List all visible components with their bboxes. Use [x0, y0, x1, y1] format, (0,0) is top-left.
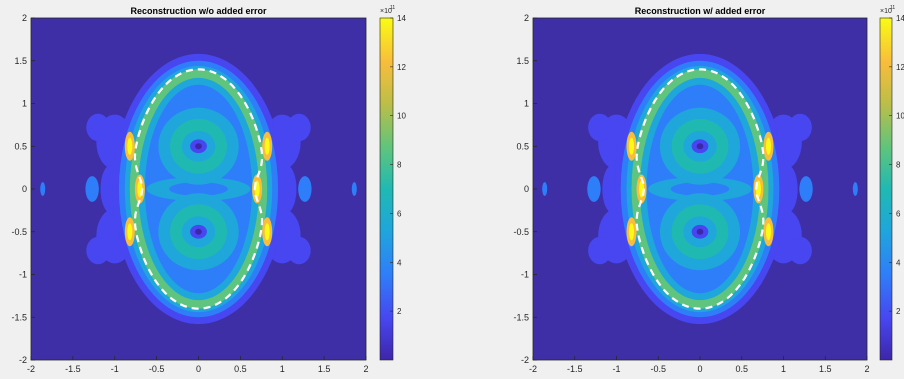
colorbar-tick-label: 6 — [896, 209, 901, 218]
x-tick-label: 1 — [781, 364, 786, 374]
colorbar-tick-label: 6 — [397, 209, 402, 218]
colorbar-tick-label: 12 — [397, 63, 406, 72]
heatmap-field — [542, 53, 858, 325]
colorbar-tick-label: 12 — [896, 63, 904, 72]
colorbar-tick-label: 10 — [896, 112, 904, 121]
y-tick-label: 1 — [524, 99, 529, 109]
dashed-contour-overlay — [133, 68, 264, 310]
center-band — [169, 182, 228, 196]
colorbar — [879, 17, 893, 361]
y-tick-label: -2 — [521, 355, 529, 365]
y-tick-label: -2 — [19, 355, 27, 365]
colorbar — [379, 17, 394, 361]
x-tick-label: 1 — [280, 364, 285, 374]
wing-lobe — [588, 113, 612, 142]
y-tick-label: -1.5 — [513, 312, 529, 322]
hot-spot-core — [127, 223, 133, 241]
y-tick-label: 2 — [524, 13, 529, 23]
chart-title: Reconstruction w/ added error — [635, 6, 766, 16]
colorbar-tick-label: 8 — [397, 161, 402, 170]
edge-spot — [542, 182, 548, 196]
edge-spot — [40, 182, 46, 196]
y-tick-label: 1.5 — [14, 56, 27, 66]
x-tick-label: 1.5 — [318, 364, 331, 374]
x-tick-label: 1.5 — [819, 364, 832, 374]
wing-lobe — [86, 236, 110, 265]
x-tick-label: -1.5 — [567, 364, 583, 374]
wing-lobe — [287, 113, 311, 142]
hot-spot-core — [765, 223, 771, 241]
inner-lobe-center — [195, 143, 202, 150]
edge-spot — [852, 182, 858, 196]
y-tick-label: 0.5 — [516, 141, 529, 151]
x-tick-label: -1 — [612, 364, 620, 374]
y-tick-label: -0.5 — [513, 227, 529, 237]
y-tick-label: -1.5 — [11, 312, 27, 322]
wing-lobe — [788, 236, 812, 265]
y-tick-label: -1 — [19, 270, 27, 280]
inner-lobe-center — [195, 228, 202, 235]
hot-spot-core — [629, 223, 635, 241]
y-tick-label: 2 — [22, 13, 27, 23]
x-tick-label: -2 — [27, 364, 35, 374]
x-tick-label: -0.5 — [650, 364, 666, 374]
colorbar-exponent: ×10 — [380, 8, 392, 15]
y-tick-label: -1 — [521, 270, 529, 280]
y-tick-label: 0.5 — [14, 141, 27, 151]
y-tick-label: -0.5 — [11, 227, 27, 237]
y-tick-label: 1 — [22, 99, 27, 109]
colorbar-tick-label: 14 — [397, 14, 406, 23]
x-tick-label: 2 — [864, 364, 869, 374]
colorbar-tick-label: 2 — [896, 307, 901, 316]
hot-spot-core — [264, 223, 270, 241]
wing-lobe — [788, 113, 812, 142]
x-tick-label: -1 — [111, 364, 119, 374]
x-tick-label: 0 — [196, 364, 201, 374]
colorbar-tick-label: 10 — [397, 112, 406, 121]
x-tick-label: 0.5 — [234, 364, 247, 374]
colorbar-exponent-power: 11 — [390, 5, 395, 11]
x-tick-label: -0.5 — [149, 364, 165, 374]
side-spot — [85, 176, 99, 202]
center-band — [670, 182, 730, 196]
colorbar-tick-label: 8 — [896, 161, 901, 170]
hot-spot-core — [127, 137, 133, 155]
x-tick-label: 0.5 — [735, 364, 748, 374]
side-spot — [298, 176, 312, 202]
dashed-contour-overlay — [635, 68, 765, 310]
colorbar-exponent: ×10 — [880, 8, 892, 15]
heatmap-field — [40, 53, 357, 325]
edge-spot — [351, 182, 357, 196]
x-tick-label: 2 — [363, 364, 368, 374]
x-tick-label: 0 — [697, 364, 702, 374]
wing-lobe — [588, 236, 612, 265]
colorbar-exponent-power: 11 — [890, 5, 895, 11]
y-tick-label: 1.5 — [516, 56, 529, 66]
inner-lobe-center — [696, 228, 704, 235]
wing-lobe — [287, 236, 311, 265]
hot-spot-core — [765, 137, 771, 155]
x-tick-label: -2 — [529, 364, 537, 374]
colorbar-tick-label: 4 — [896, 258, 901, 267]
chart-panel-2: -2 -1.5 -1 -0.5 0 0.5 1 1.5 2 2 1.5 1 0.5 0 -0.5 -1 -1.5… — [513, 5, 904, 374]
side-spot — [587, 176, 601, 202]
wing-lobe — [86, 113, 110, 142]
side-spot — [799, 176, 813, 202]
x-tick-label: -1.5 — [65, 364, 81, 374]
colorbar-tick-label: 14 — [896, 14, 904, 23]
inner-lobe-center — [696, 143, 704, 150]
chart-title: Reconstruction w/o added error — [130, 6, 267, 16]
colorbar-tick-label: 2 — [397, 307, 402, 316]
hot-spot-core — [629, 137, 635, 155]
colorbar-tick-label: 4 — [397, 258, 402, 267]
hot-spot-core — [264, 137, 270, 155]
y-tick-label: 0 — [22, 184, 27, 194]
chart-panel-1: -2 -1.5 -1 -0.5 0 0.5 1 1.5 2 2 1.5 1 0.5 0 -0.5 -1 -1.5… — [11, 5, 406, 374]
y-tick-label: 0 — [524, 184, 529, 194]
